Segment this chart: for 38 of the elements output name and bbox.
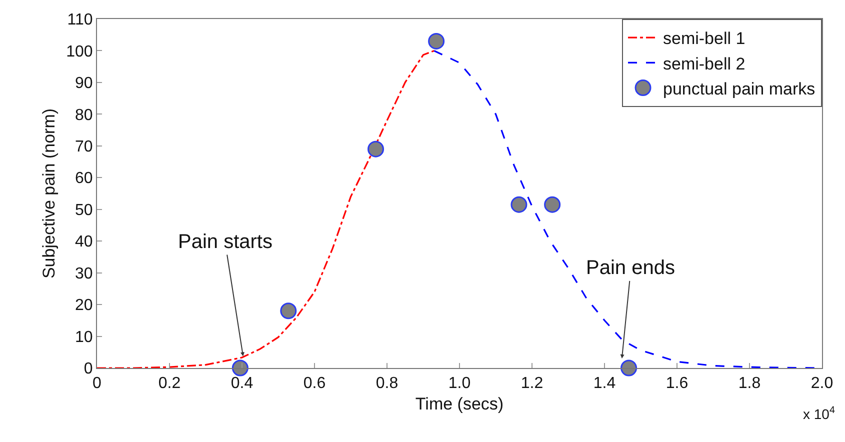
y-tick-label: 100 (66, 43, 93, 60)
y-tick-label: 110 (67, 12, 93, 29)
point (280, 302, 297, 320)
x-tick-label: 1.2 (520, 375, 544, 392)
legend-label: punctual pain marks (663, 79, 816, 98)
x-tick-label: 2.0 (810, 375, 834, 392)
y-tick-label: 10 (75, 328, 93, 346)
text: x 10$^{4}$ (803, 405, 836, 422)
x-tick-label: 1.0 (448, 375, 471, 392)
point (544, 196, 561, 213)
y-tick-label: 40 (75, 234, 93, 251)
x-tick-label: 0.8 (376, 375, 398, 392)
legend-label: semi-bell 2 (663, 54, 746, 74)
y-tick-label: 20 (75, 297, 93, 314)
point (232, 360, 248, 376)
x-tick-label: 1.8 (738, 375, 761, 392)
point (620, 360, 638, 376)
y-tick-label: 80 (75, 106, 93, 124)
x-axis-title: Time (secs) (415, 394, 504, 414)
annotation: Pain ends (586, 257, 675, 279)
line-series (97, 50, 435, 368)
x-tick-label: 1.4 (593, 375, 616, 392)
x-tick-label: 1.6 (666, 375, 688, 392)
point (428, 32, 445, 50)
annotation: Pain starts (178, 231, 272, 253)
y-tick-label: 30 (75, 265, 93, 282)
y-axis-title: Subjective pain (norm) (40, 108, 59, 279)
x-tick-label: 0.6 (303, 375, 326, 392)
y-tick-label: 70 (75, 138, 93, 156)
legend-label: semi-bell 1 (663, 29, 746, 48)
y-tick-label: 50 (75, 202, 93, 219)
x-tick-label: 0.4 (230, 375, 254, 392)
y-tick-label: 90 (75, 75, 93, 92)
x-tick-label: 0.2 (158, 375, 181, 392)
point (510, 196, 528, 213)
point (368, 140, 384, 158)
y-tick-label: 60 (75, 170, 93, 188)
y-tick-label: 0 (84, 360, 93, 378)
